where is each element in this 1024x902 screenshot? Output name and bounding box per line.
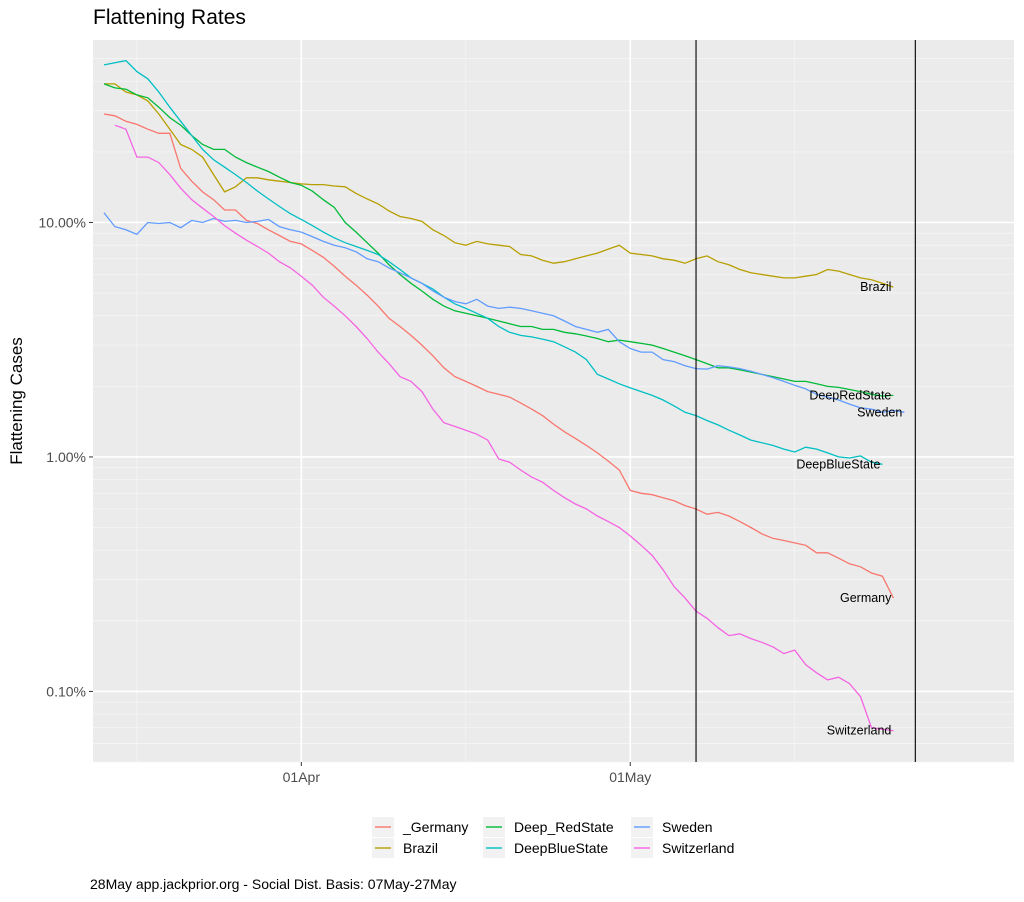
legend-label: Deep_RedState [514,819,614,835]
chart-caption: 28May app.jackprior.org - Social Dist. B… [90,876,457,892]
y-tick-label: 1.00% [46,449,86,465]
y-axis-title: Flattening Cases [7,337,26,465]
series-line-deepbluestate [103,59,883,465]
end-label: Sweden [857,405,902,419]
legend-label: Switzerland [662,840,734,856]
end-label: Germany [840,591,892,605]
legend-label: _Germany [402,819,468,835]
x-tick-label: 01May [609,769,651,785]
end-label: Brazil [860,280,891,294]
end-label: DeepRedState [809,388,891,402]
chart-title: Flattening Rates [93,6,246,29]
series-line-brazil [104,83,894,288]
y-tick-label: 0.10% [46,683,86,699]
series-line-sweden [103,212,905,413]
y-tick-label: 10.00% [39,214,86,230]
series-line-switzerland [114,124,894,732]
plot-panel [93,40,1014,762]
x-tick-label: 01Apr [283,769,321,785]
legend-label: DeepBlueState [514,840,608,856]
end-label: DeepBlueState [796,457,880,471]
series-line-germany [103,113,894,599]
legend-label: Brazil [403,840,438,856]
end-label: Switzerland [827,724,892,738]
legend-label: Sweden [662,819,713,835]
